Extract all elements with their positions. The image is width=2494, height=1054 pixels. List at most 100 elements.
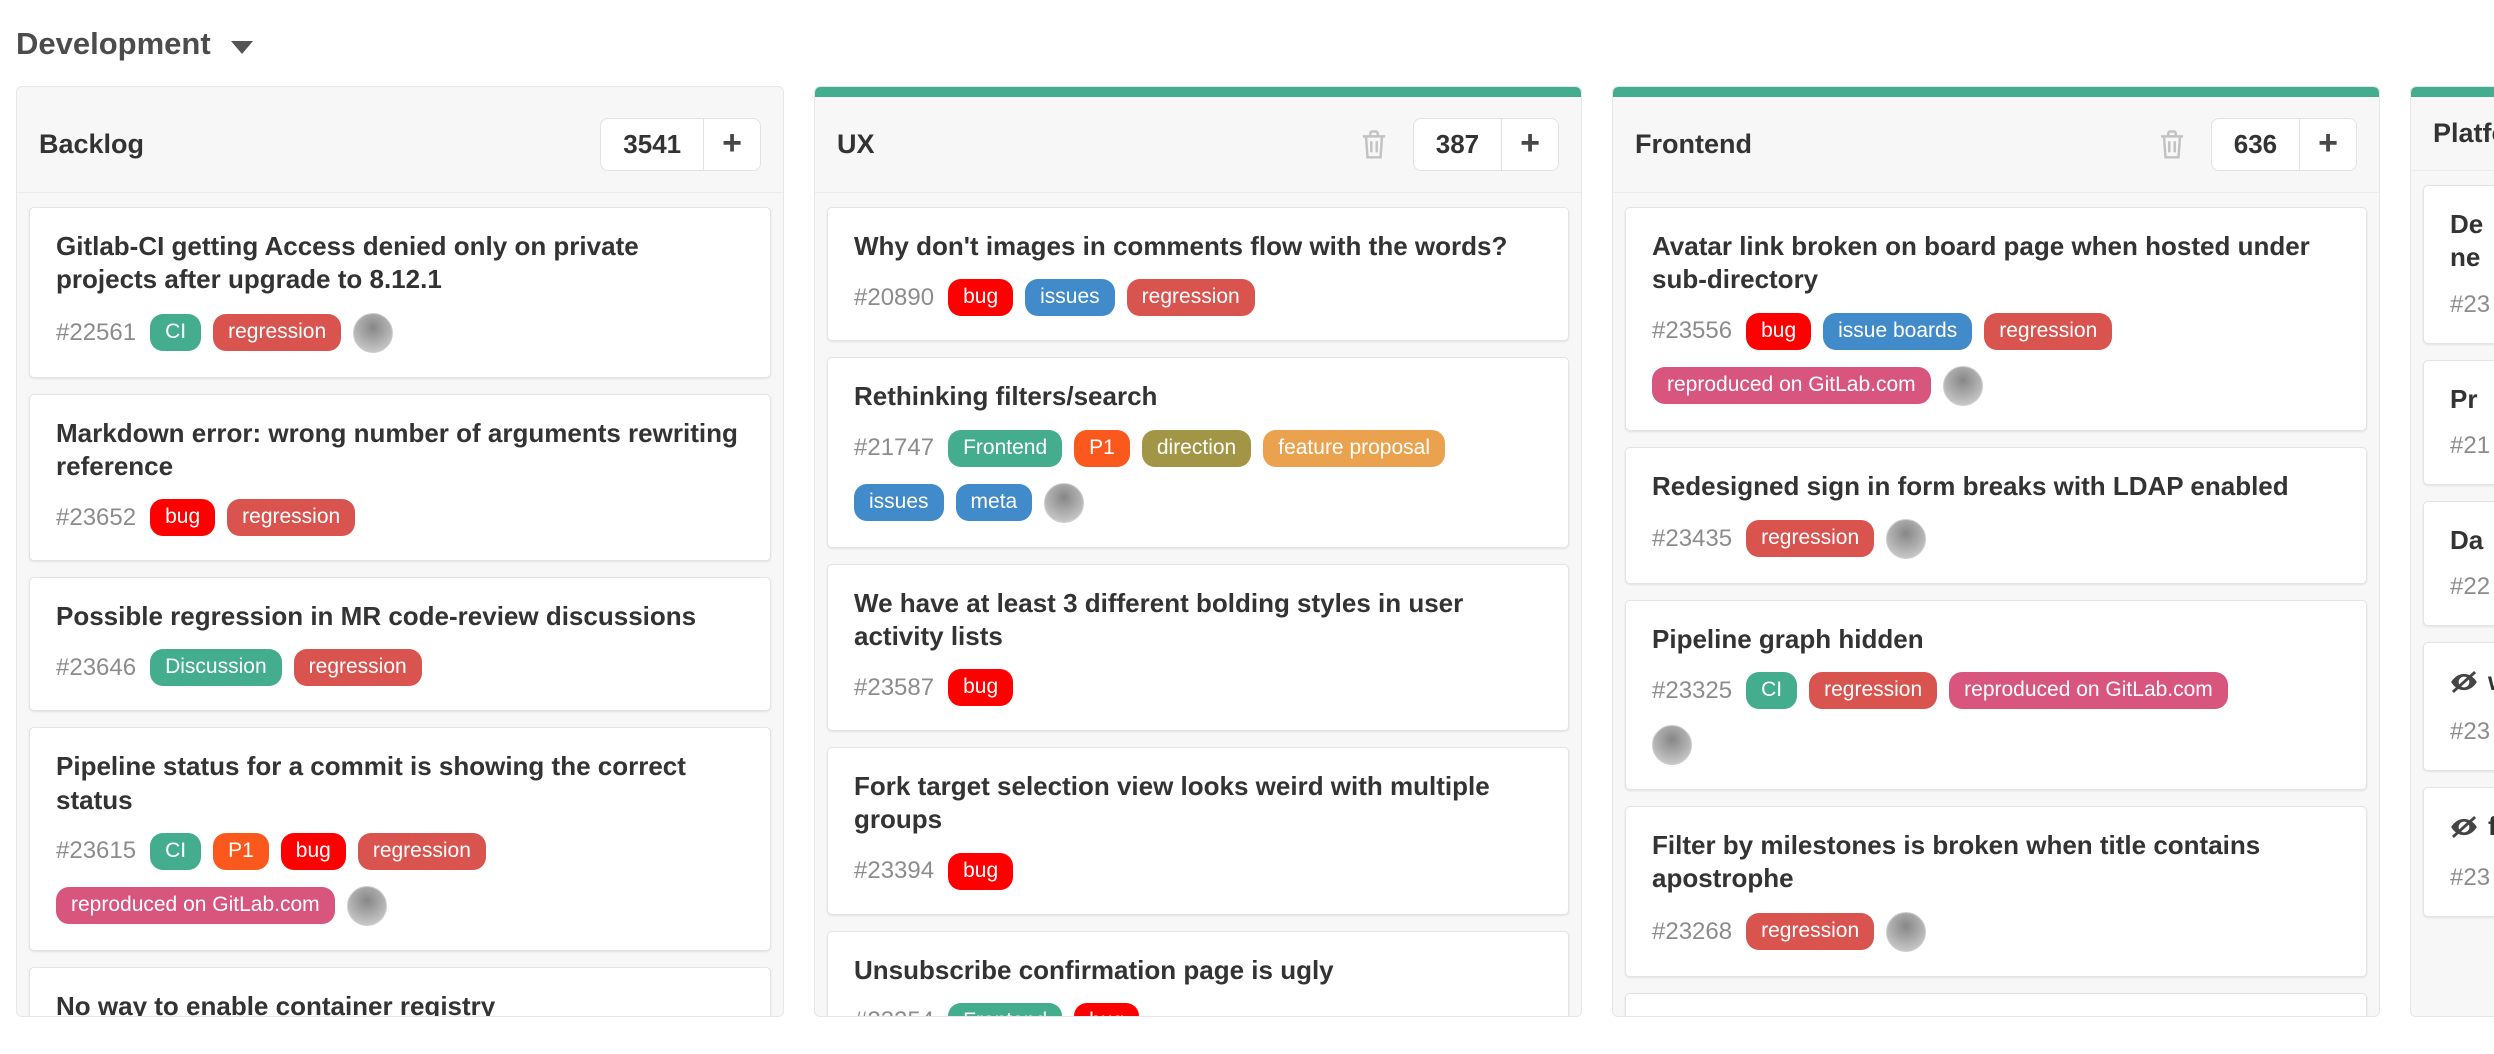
- issue-card[interactable]: Pr #21: [2423, 359, 2494, 485]
- avatar[interactable]: [1044, 482, 1085, 523]
- add-issue-button[interactable]: +: [2299, 119, 2356, 170]
- issue-card[interactable]: De ne #23: [2423, 185, 2494, 344]
- board-title: Development: [16, 26, 211, 61]
- issue-list[interactable]: De ne #23 Pr #21 Da #22 wh #23 fea #23: [2411, 171, 2494, 1016]
- issue-card[interactable]: Regression: Safari CSS animation broken …: [1625, 992, 2367, 1016]
- issue-list[interactable]: Avatar link broken on board page when ho…: [1613, 193, 2379, 1016]
- issue-card[interactable]: Redesigned sign in form breaks with LDAP…: [1625, 446, 2367, 584]
- label-badge[interactable]: bug: [948, 279, 1014, 317]
- label-badge[interactable]: P1: [213, 832, 269, 870]
- label-badge[interactable]: bug: [948, 852, 1014, 890]
- label-badge[interactable]: CI: [1746, 672, 1798, 710]
- issue-title[interactable]: Filter by milestones is broken when titl…: [1652, 829, 2340, 896]
- issue-card[interactable]: Da #22: [2423, 500, 2494, 627]
- issue-title-text: Avatar link broken on board page when ho…: [1652, 231, 2310, 295]
- issue-card[interactable]: Gitlab-CI getting Access denied only on …: [29, 207, 771, 378]
- label-badge[interactable]: CI: [150, 314, 202, 352]
- column-title: UX: [837, 129, 875, 159]
- add-issue-button[interactable]: +: [1501, 119, 1558, 170]
- issue-list[interactable]: Gitlab-CI getting Access denied only on …: [17, 193, 783, 1016]
- issue-title[interactable]: Da: [2450, 524, 2494, 557]
- label-badge[interactable]: direction: [1141, 429, 1252, 467]
- issue-title-text: No way to enable container registry: [56, 990, 496, 1016]
- column-accent-bar: [2411, 87, 2494, 97]
- issue-number: #21747: [854, 434, 935, 462]
- label-badge[interactable]: regression: [227, 499, 356, 537]
- label-badge[interactable]: issue boards: [1823, 312, 1973, 350]
- label-badge[interactable]: bug: [1746, 312, 1812, 350]
- label-badge[interactable]: issues: [854, 484, 944, 522]
- label-badge[interactable]: bug: [948, 669, 1014, 707]
- issue-title[interactable]: fea: [2450, 810, 2494, 847]
- issue-card[interactable]: We have at least 3 different bolding sty…: [827, 563, 1569, 732]
- label-badge[interactable]: Frontend: [948, 429, 1063, 467]
- issue-title[interactable]: Gitlab-CI getting Access denied only on …: [56, 230, 744, 297]
- label-badge[interactable]: bug: [1074, 1002, 1140, 1016]
- label-badge[interactable]: CI: [150, 832, 202, 870]
- label-badge[interactable]: regression: [1809, 672, 1938, 710]
- label-badge[interactable]: regression: [1126, 279, 1255, 317]
- label-badge[interactable]: regression: [357, 832, 486, 870]
- issue-list[interactable]: Why don't images in comments flow with t…: [815, 193, 1581, 1016]
- issue-card[interactable]: Markdown error: wrong number of argument…: [29, 393, 771, 562]
- label-badge[interactable]: regression: [1746, 913, 1875, 951]
- label-badge[interactable]: feature proposal: [1263, 429, 1446, 467]
- avatar[interactable]: [346, 885, 387, 926]
- issue-number: #23268: [1652, 917, 1733, 945]
- issue-title[interactable]: Pipeline status for a commit is showing …: [56, 750, 744, 817]
- label-badge[interactable]: meta: [955, 484, 1033, 522]
- issue-title[interactable]: Pr: [2450, 383, 2494, 416]
- issue-card[interactable]: No way to enable container registry#2357…: [29, 966, 771, 1016]
- issue-title[interactable]: No way to enable container registry: [56, 990, 744, 1016]
- label-badge[interactable]: reproduced on GitLab.com: [56, 887, 335, 925]
- board-switcher-dropdown[interactable]: Development: [16, 26, 253, 62]
- issue-title[interactable]: Avatar link broken on board page when ho…: [1652, 230, 2340, 297]
- avatar[interactable]: [353, 312, 394, 353]
- label-badge[interactable]: bug: [280, 832, 346, 870]
- issue-title[interactable]: We have at least 3 different bolding sty…: [854, 587, 1542, 654]
- issue-card[interactable]: Unsubscribe confirmation page is ugly #23…: [827, 930, 1569, 1016]
- issue-title[interactable]: Pipeline graph hidden: [1652, 623, 2340, 656]
- delete-list-button[interactable]: [2157, 129, 2187, 161]
- issue-title[interactable]: Possible regression in MR code-review di…: [56, 600, 744, 633]
- avatar[interactable]: [1652, 725, 1692, 766]
- issue-card[interactable]: Fork target selection view looks weird w…: [827, 747, 1569, 915]
- label-badge[interactable]: reproduced on GitLab.com: [1949, 672, 2228, 710]
- label-badge[interactable]: issues: [1025, 279, 1115, 317]
- issue-title[interactable]: Why don't images in comments flow with t…: [854, 230, 1542, 263]
- issue-number: #23: [2450, 863, 2491, 891]
- board: Backlog 3541 + Gitlab-CI getting Access den…: [0, 86, 2494, 1017]
- issue-title-text: wh: [2488, 666, 2494, 696]
- issue-title[interactable]: Unsubscribe confirmation page is ugly: [854, 954, 1542, 987]
- label-badge[interactable]: bug: [150, 499, 216, 537]
- add-issue-button[interactable]: +: [703, 119, 760, 170]
- issue-card[interactable]: Filter by milestones is broken when titl…: [1625, 806, 2367, 977]
- issue-title[interactable]: De ne: [2450, 208, 2494, 275]
- label-badge[interactable]: regression: [1984, 312, 2113, 350]
- issue-title[interactable]: wh: [2450, 665, 2494, 702]
- issue-title[interactable]: Rethinking filters/search: [854, 380, 1542, 413]
- label-badge[interactable]: P1: [1074, 429, 1130, 467]
- issue-title[interactable]: Fork target selection view looks weird w…: [854, 770, 1542, 837]
- label-badge[interactable]: regression: [1746, 520, 1875, 558]
- issue-card[interactable]: Pipeline status for a commit is showing …: [29, 727, 771, 951]
- issue-card[interactable]: Why don't images in comments flow with t…: [827, 207, 1569, 342]
- label-badge[interactable]: regression: [213, 314, 342, 352]
- issue-card[interactable]: Avatar link broken on board page when ho…: [1625, 207, 2367, 431]
- avatar[interactable]: [1886, 518, 1927, 559]
- label-badge[interactable]: Frontend: [948, 1002, 1063, 1016]
- issue-card[interactable]: fea #23: [2423, 787, 2494, 917]
- delete-list-button[interactable]: [1359, 129, 1389, 161]
- issue-card[interactable]: Pipeline graph hidden #23325 CI regression r…: [1625, 599, 2367, 791]
- label-badge[interactable]: Discussion: [150, 649, 282, 687]
- label-badge[interactable]: reproduced on GitLab.com: [1652, 367, 1931, 405]
- avatar[interactable]: [1886, 911, 1927, 952]
- issue-title[interactable]: Markdown error: wrong number of argument…: [56, 417, 744, 484]
- issue-meta: #23652 bug regression: [56, 499, 744, 537]
- avatar[interactable]: [1942, 365, 1983, 406]
- issue-title[interactable]: Redesigned sign in form breaks with LDAP…: [1652, 470, 2340, 503]
- label-badge[interactable]: regression: [293, 649, 422, 687]
- issue-card[interactable]: Rethinking filters/search #21747 Frontend P…: [827, 357, 1569, 548]
- issue-card[interactable]: Possible regression in MR code-review di…: [29, 577, 771, 712]
- issue-card[interactable]: wh #23: [2423, 642, 2494, 772]
